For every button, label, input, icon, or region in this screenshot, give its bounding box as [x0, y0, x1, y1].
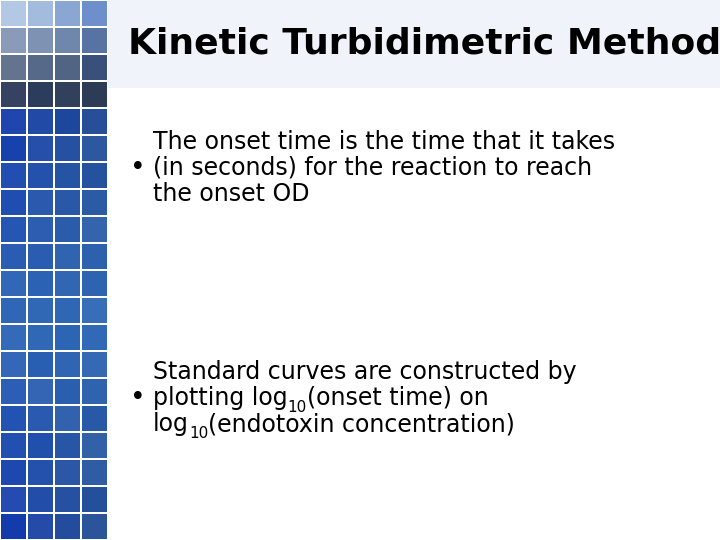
Bar: [82, 406, 107, 431]
Bar: [1, 352, 26, 377]
Text: (endotoxin concentration): (endotoxin concentration): [208, 413, 515, 436]
Text: •: •: [130, 155, 145, 181]
Bar: [82, 55, 107, 80]
Bar: [28, 163, 53, 188]
Bar: [28, 352, 53, 377]
Bar: [28, 217, 53, 242]
Bar: [1, 109, 26, 134]
Bar: [28, 28, 53, 53]
Text: log: log: [153, 413, 189, 436]
Bar: [55, 298, 80, 323]
Bar: [82, 109, 107, 134]
Text: 10: 10: [287, 400, 307, 415]
Bar: [55, 190, 80, 215]
Bar: [55, 1, 80, 26]
Bar: [82, 379, 107, 404]
Bar: [28, 325, 53, 350]
Bar: [1, 271, 26, 296]
Text: 10: 10: [189, 426, 208, 441]
Bar: [82, 136, 107, 161]
Text: Kinetic Turbidimetric Method: Kinetic Turbidimetric Method: [128, 27, 720, 61]
Text: plotting log: plotting log: [153, 386, 287, 410]
Bar: [1, 244, 26, 269]
Bar: [28, 271, 53, 296]
Bar: [82, 460, 107, 485]
Bar: [1, 298, 26, 323]
Text: (onset time) on: (onset time) on: [307, 386, 489, 410]
Bar: [82, 271, 107, 296]
Bar: [28, 82, 53, 107]
Bar: [108, 0, 720, 88]
Bar: [1, 217, 26, 242]
Bar: [55, 82, 80, 107]
Bar: [28, 136, 53, 161]
Bar: [28, 244, 53, 269]
Bar: [82, 163, 107, 188]
Bar: [55, 271, 80, 296]
Bar: [82, 244, 107, 269]
Bar: [1, 460, 26, 485]
Bar: [1, 514, 26, 539]
Bar: [28, 1, 53, 26]
Bar: [28, 298, 53, 323]
Bar: [28, 514, 53, 539]
Bar: [1, 136, 26, 161]
Bar: [28, 190, 53, 215]
Bar: [28, 109, 53, 134]
Bar: [55, 163, 80, 188]
Bar: [28, 406, 53, 431]
Bar: [55, 352, 80, 377]
Bar: [1, 379, 26, 404]
Bar: [55, 379, 80, 404]
Bar: [55, 514, 80, 539]
Bar: [55, 109, 80, 134]
Bar: [82, 352, 107, 377]
Bar: [55, 217, 80, 242]
Bar: [82, 1, 107, 26]
Bar: [28, 460, 53, 485]
Bar: [55, 325, 80, 350]
Text: (in seconds) for the reaction to reach: (in seconds) for the reaction to reach: [153, 156, 592, 180]
Bar: [28, 55, 53, 80]
Bar: [1, 487, 26, 512]
Text: the onset OD: the onset OD: [153, 183, 310, 206]
Text: Standard curves are constructed by: Standard curves are constructed by: [153, 360, 577, 383]
Bar: [55, 55, 80, 80]
Text: •: •: [130, 385, 145, 411]
Bar: [1, 28, 26, 53]
Bar: [82, 433, 107, 458]
Bar: [1, 82, 26, 107]
Bar: [55, 28, 80, 53]
Bar: [82, 514, 107, 539]
Bar: [1, 325, 26, 350]
Bar: [55, 406, 80, 431]
Bar: [1, 433, 26, 458]
Bar: [1, 163, 26, 188]
Bar: [108, 88, 720, 540]
Bar: [82, 298, 107, 323]
Bar: [55, 433, 80, 458]
Bar: [55, 487, 80, 512]
Bar: [55, 460, 80, 485]
Bar: [82, 28, 107, 53]
Bar: [28, 433, 53, 458]
Bar: [1, 406, 26, 431]
Bar: [55, 244, 80, 269]
Bar: [1, 190, 26, 215]
Bar: [55, 136, 80, 161]
Bar: [1, 55, 26, 80]
Bar: [82, 325, 107, 350]
Bar: [82, 487, 107, 512]
Bar: [28, 379, 53, 404]
Bar: [28, 487, 53, 512]
Bar: [1, 1, 26, 26]
Bar: [82, 190, 107, 215]
Text: The onset time is the time that it takes: The onset time is the time that it takes: [153, 130, 615, 154]
Bar: [82, 82, 107, 107]
Bar: [82, 217, 107, 242]
